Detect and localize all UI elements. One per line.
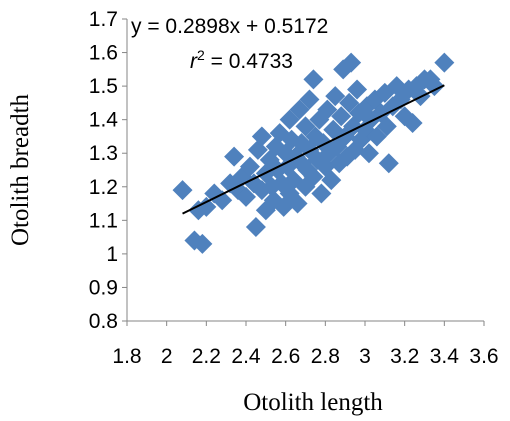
x-tick-label: 1.8 — [112, 345, 141, 368]
data-point — [245, 217, 266, 238]
data-point — [287, 193, 308, 214]
data-point — [311, 183, 332, 204]
data-point — [325, 86, 346, 107]
data-point — [347, 79, 368, 100]
data-point — [196, 196, 217, 217]
x-tick-label: 3 — [359, 345, 371, 368]
x-tick-label: 3.4 — [430, 345, 460, 368]
data-point — [299, 89, 320, 110]
data-point — [192, 233, 213, 254]
y-tick-label: 1.2 — [89, 176, 118, 199]
x-tick-label: 2.4 — [231, 345, 261, 368]
y-tick-label: 1 — [106, 243, 118, 266]
data-point — [303, 166, 324, 187]
data-point — [378, 153, 399, 174]
data-point — [376, 116, 397, 137]
x-axis: 1.8 2 2.2 2.4 2.6 2.8 3 3.2 3.4 3.6 — [112, 320, 499, 368]
trendline-equation: y = 0.2898x + 0.5172 — [131, 15, 328, 38]
data-point — [236, 186, 256, 207]
data-point — [224, 146, 245, 167]
trendline — [182, 84, 445, 215]
y-tick-label: 1.3 — [89, 142, 118, 165]
data-point — [331, 106, 352, 127]
y-axis: 0.8 0.9 1 1.1 1.2 1.3 1.4 1.5 1.6 1.7 — [89, 8, 128, 333]
data-point — [341, 52, 362, 73]
r-squared-value: = 0.4733 — [205, 50, 293, 73]
y-tick-label: 1.4 — [89, 109, 119, 132]
r-squared-symbol: r — [190, 50, 198, 73]
y-tick-label: 1.1 — [89, 209, 118, 232]
data-point — [251, 126, 272, 147]
y-tick-label: 1.6 — [89, 42, 118, 65]
data-point — [303, 69, 324, 90]
r-squared-exponent: 2 — [197, 47, 205, 63]
data-point — [317, 99, 338, 120]
data-point — [239, 156, 260, 177]
data-point — [212, 190, 233, 211]
r-squared-label: r2 = 0.4733 — [190, 47, 293, 73]
y-axis-title: Otolith breadth — [7, 93, 34, 246]
x-tick-label: 3.6 — [469, 345, 498, 368]
data-points — [172, 52, 455, 254]
x-tick-label: 2.2 — [192, 345, 221, 368]
data-point — [172, 180, 193, 201]
data-point — [358, 143, 379, 164]
data-point — [434, 52, 455, 73]
y-tick-label: 1.7 — [89, 8, 118, 31]
data-point — [402, 113, 423, 134]
data-point — [424, 76, 445, 97]
x-axis-title: Otolith length — [243, 389, 383, 416]
y-tick-label: 1.5 — [89, 75, 118, 98]
x-tick-label: 2.6 — [271, 345, 300, 368]
x-tick-label: 2.8 — [311, 345, 340, 368]
y-tick-label: 0.9 — [89, 276, 118, 299]
x-tick-label: 3.2 — [390, 345, 419, 368]
x-tick-label: 2 — [161, 345, 173, 368]
data-point — [321, 170, 342, 191]
y-tick-label: 0.8 — [89, 310, 118, 333]
